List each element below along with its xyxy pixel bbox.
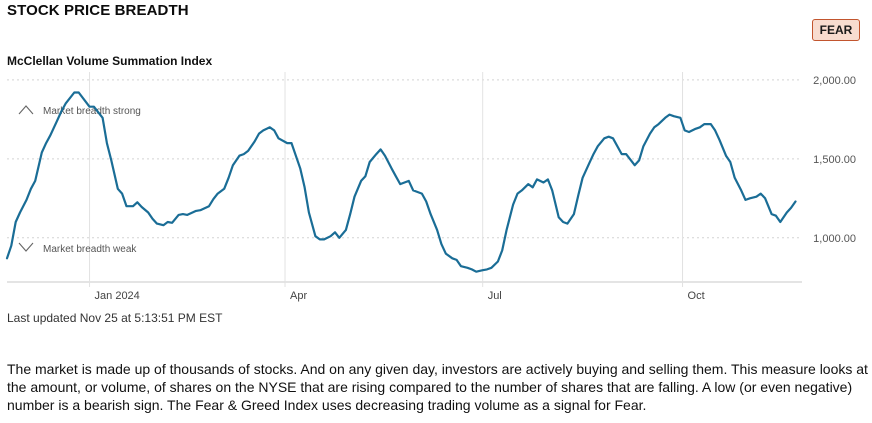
fear-rating-badge: FEAR [812, 19, 860, 41]
grid-lines [7, 72, 802, 287]
breadth-line-chart[interactable]: 2,000.00 1,500.00 1,000.00 Jan 2024 Apr Jul O… [0, 60, 872, 308]
x-tick-label: Jan 2024 [95, 290, 140, 302]
y-tick-label: 1,500.00 [813, 154, 856, 166]
y-tick-label: 2,000.00 [813, 75, 856, 87]
x-tick-label: Apr [290, 290, 307, 302]
chart-title: McClellan Volume Summation Index [7, 54, 213, 68]
annotation-weak: Market breadth weak [18, 242, 137, 255]
summation-index-line [5, 91, 797, 273]
y-tick-label: 1,000.00 [813, 233, 856, 245]
annotation-strong-label: Market breadth strong [43, 106, 141, 117]
section-title: STOCK PRICE BREADTH [7, 2, 189, 19]
chevron-up-icon [18, 105, 34, 115]
chevron-down-icon [18, 242, 34, 252]
last-updated-text: Last updated Nov 25 at 5:13:51 PM EST [7, 311, 223, 325]
annotation-strong: Market breadth strong [18, 105, 141, 117]
x-tick-label: Oct [688, 290, 705, 302]
indicator-description: The market is made up of thousands of st… [7, 361, 868, 413]
x-axis-ticks: Jan 2024 Apr Jul Oct [95, 290, 705, 302]
x-tick-label: Jul [488, 290, 502, 302]
annotation-weak-label: Market breadth weak [43, 244, 137, 255]
y-axis-ticks: 2,000.00 1,500.00 1,000.00 [813, 75, 856, 245]
